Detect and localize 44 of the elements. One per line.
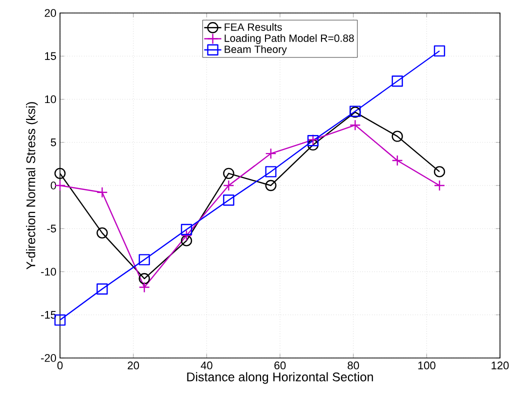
point bbox=[138, 273, 150, 284]
y-tick-label: -20 bbox=[41, 354, 56, 362]
point bbox=[180, 235, 192, 246]
point bbox=[54, 314, 66, 326]
y-axis-title: Y-direction Normal Stress (ksi) bbox=[26, 102, 38, 270]
x-tick-label: 80 bbox=[348, 362, 360, 370]
legend-label: Beam Theory bbox=[224, 45, 287, 56]
point bbox=[223, 168, 234, 180]
x-axis-title: Distance along Horizontal Section bbox=[187, 372, 373, 384]
point bbox=[180, 224, 192, 236]
point bbox=[223, 194, 234, 206]
point bbox=[392, 76, 403, 87]
point bbox=[307, 139, 319, 151]
point bbox=[96, 283, 108, 295]
x-tick-label: 40 bbox=[200, 362, 212, 370]
y-tick-label: -10 bbox=[41, 268, 56, 276]
x-tick-label: 120 bbox=[492, 362, 509, 370]
point bbox=[138, 282, 150, 293]
point bbox=[54, 168, 66, 180]
point bbox=[265, 148, 276, 160]
legend-label: Loading Path Model R=0.88 bbox=[224, 34, 354, 44]
x-tick-label: 20 bbox=[128, 362, 140, 370]
point bbox=[96, 186, 108, 198]
y-tick-label: 10 bbox=[45, 95, 56, 104]
x-tick-label: 60 bbox=[274, 362, 286, 370]
x-tick-label: 100 bbox=[418, 362, 436, 370]
point bbox=[350, 120, 361, 131]
y-tick-label: 5 bbox=[50, 138, 56, 146]
point bbox=[180, 230, 192, 242]
y-tick-label: -5 bbox=[47, 224, 56, 232]
point bbox=[265, 180, 276, 192]
point bbox=[138, 254, 150, 266]
point bbox=[392, 154, 403, 166]
y-tick-label: 20 bbox=[44, 9, 56, 17]
point bbox=[96, 227, 108, 239]
point bbox=[434, 45, 446, 57]
point bbox=[434, 180, 446, 192]
point bbox=[392, 130, 403, 142]
point bbox=[265, 166, 276, 178]
y-tick-label: 15 bbox=[45, 52, 56, 60]
point bbox=[223, 180, 234, 192]
legend-label: FEA Results bbox=[224, 23, 282, 31]
x-tick-label: 0 bbox=[57, 362, 63, 370]
point bbox=[434, 166, 446, 178]
